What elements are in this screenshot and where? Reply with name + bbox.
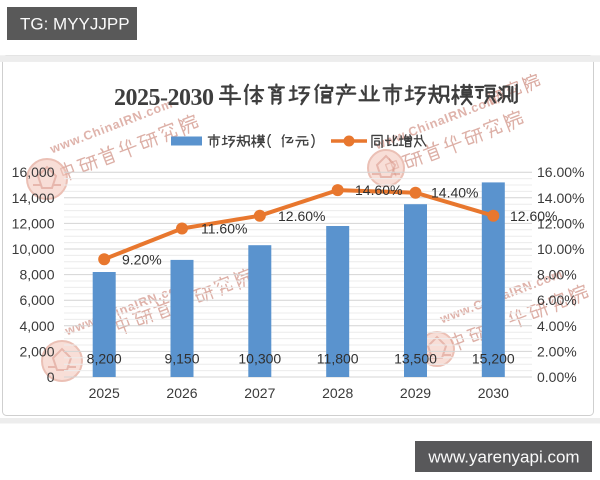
svg-text:2026: 2026: [166, 385, 197, 401]
svg-text:12.00%: 12.00%: [537, 215, 584, 231]
svg-text:14.40%: 14.40%: [431, 185, 478, 201]
svg-text:2.00%: 2.00%: [537, 343, 577, 359]
svg-text:2027: 2027: [244, 385, 275, 401]
svg-text:0: 0: [47, 369, 55, 385]
svg-text:2025-2030: 2025-2030: [114, 85, 214, 111]
svg-text:10,000: 10,000: [12, 241, 55, 257]
svg-text:www.yarenyapi.com: www.yarenyapi.com: [427, 448, 579, 467]
svg-text:4.00%: 4.00%: [537, 318, 577, 334]
svg-text:15,200: 15,200: [472, 351, 515, 367]
svg-text:2030: 2030: [478, 385, 509, 401]
svg-text:2028: 2028: [322, 385, 353, 401]
svg-text:16.00%: 16.00%: [537, 164, 584, 180]
svg-text:8,200: 8,200: [87, 351, 122, 367]
svg-text:11.60%: 11.60%: [201, 221, 247, 237]
svg-text:4,000: 4,000: [19, 318, 54, 334]
svg-text:13,500: 13,500: [394, 351, 437, 367]
svg-text:10.00%: 10.00%: [537, 241, 584, 257]
svg-text:8.00%: 8.00%: [537, 267, 577, 283]
svg-text:14,000: 14,000: [12, 190, 55, 206]
svg-text:0.00%: 0.00%: [537, 369, 577, 385]
svg-text:8,000: 8,000: [19, 267, 54, 283]
svg-text:2029: 2029: [400, 385, 431, 401]
svg-text:9.20%: 9.20%: [122, 252, 162, 268]
svg-text:6,000: 6,000: [19, 292, 54, 308]
svg-text:12.60%: 12.60%: [510, 208, 557, 224]
svg-text:TG: MYYJJPP: TG: MYYJJPP: [20, 15, 130, 34]
svg-text:6.00%: 6.00%: [537, 292, 577, 308]
svg-text:10,300: 10,300: [238, 351, 281, 367]
svg-text:11,800: 11,800: [317, 351, 359, 367]
svg-text:9,150: 9,150: [164, 351, 199, 367]
svg-text:14.00%: 14.00%: [537, 190, 584, 206]
svg-text:12,000: 12,000: [12, 215, 55, 231]
svg-text:12.60%: 12.60%: [278, 208, 325, 224]
svg-text:14.60%: 14.60%: [355, 182, 402, 198]
svg-text:2025: 2025: [89, 385, 120, 401]
svg-text:2,000: 2,000: [19, 343, 54, 359]
svg-text:16,000: 16,000: [12, 164, 55, 180]
